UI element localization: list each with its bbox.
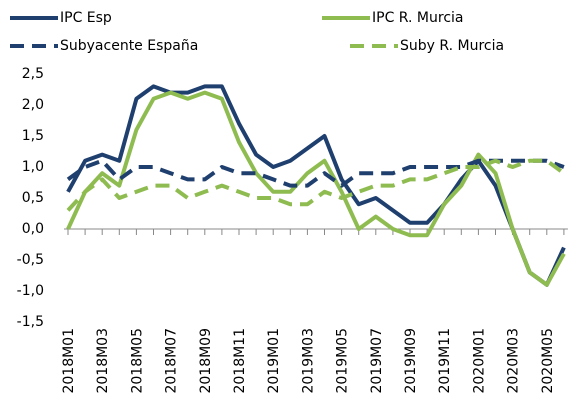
y-tick-label: 2,5 bbox=[22, 66, 44, 82]
series-line bbox=[66, 158, 565, 188]
x-tick-label: 2019M11 bbox=[437, 328, 453, 394]
x-tick-label: 2019M03 bbox=[300, 328, 316, 394]
x-tick-label: 2020M01 bbox=[471, 328, 487, 394]
y-tick-label: 2,0 bbox=[22, 97, 44, 113]
x-tick-label: 2018M03 bbox=[95, 328, 111, 394]
legend-label: Subyacente España bbox=[60, 38, 198, 54]
legend-label: IPC R. Murcia bbox=[372, 10, 464, 26]
x-tick-label: 2019M05 bbox=[335, 328, 351, 394]
y-tick-label: -0,5 bbox=[17, 252, 44, 268]
series-line bbox=[66, 90, 566, 287]
x-tick-label: 2018M01 bbox=[61, 328, 77, 394]
x-tick-label: 2018M09 bbox=[198, 328, 214, 394]
x-tick-label: 2020M05 bbox=[540, 328, 556, 394]
x-tick-label: 2019M01 bbox=[266, 328, 282, 394]
y-tick-label: -1,5 bbox=[17, 314, 44, 330]
legend-label: Suby R. Murcia bbox=[400, 38, 504, 54]
x-tick-label: 2018M11 bbox=[232, 328, 248, 394]
y-tick-label: 1,5 bbox=[22, 128, 44, 144]
x-tick-label: 2019M07 bbox=[369, 328, 385, 394]
legend-label: IPC Esp bbox=[60, 10, 112, 26]
x-tick-label: 2020M03 bbox=[506, 328, 522, 394]
y-tick-label: 1,0 bbox=[22, 159, 44, 175]
x-tick-label: 2018M07 bbox=[164, 328, 180, 394]
y-tick-label: 0,0 bbox=[22, 221, 44, 237]
y-tick-label: -1,0 bbox=[17, 283, 44, 299]
series-line bbox=[66, 84, 566, 287]
x-tick-label: 2019M09 bbox=[403, 328, 419, 394]
y-tick-label: 0,5 bbox=[22, 190, 44, 206]
x-tick-label: 2018M05 bbox=[129, 328, 145, 394]
